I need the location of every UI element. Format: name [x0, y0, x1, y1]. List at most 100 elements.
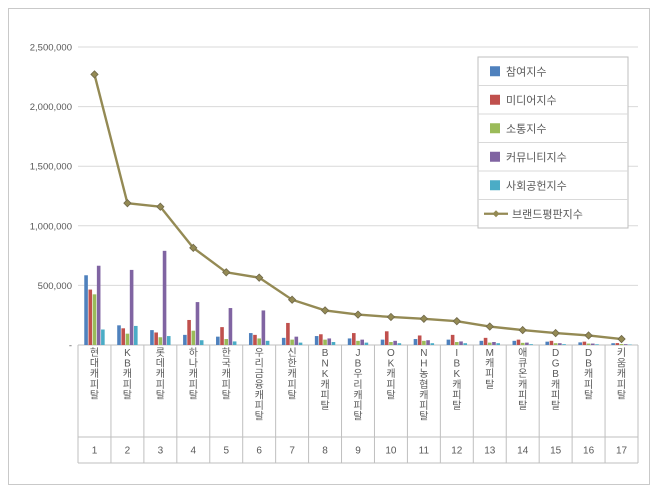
bar-소통지수-10: [389, 342, 393, 345]
bar-커뮤니티지수-14: [525, 342, 529, 345]
bar-소통지수-15: [553, 343, 558, 345]
bar-미디어지수-5: [220, 327, 224, 345]
bar-커뮤니티지수-11: [426, 340, 430, 345]
bar-소통지수-17: [619, 344, 624, 345]
bar-참여지수-8: [314, 336, 319, 345]
y-tick-label: 2,500,000: [30, 43, 72, 54]
bar-미디어지수-13: [483, 337, 488, 345]
bar-미디어지수-1: [88, 289, 93, 345]
bar-소통지수-13: [487, 342, 492, 345]
legend-swatch-소통지수: [490, 123, 500, 134]
line-marker: [386, 312, 396, 322]
rank-label: 2: [125, 446, 131, 457]
bar-소통지수-4: [191, 330, 196, 345]
line-marker: [353, 310, 363, 319]
bar-커뮤니티지수-5: [228, 308, 233, 345]
bar-사회공헌지수-10: [397, 343, 402, 345]
legend-label: 미디어지수: [506, 94, 557, 107]
rank-label: 3: [158, 446, 164, 457]
bar-소통지수-7: [290, 339, 294, 345]
line-marker: [287, 295, 297, 304]
bar-소통지수-1: [92, 294, 97, 345]
rank-label: 9: [355, 446, 361, 457]
bar-미디어지수-3: [154, 332, 158, 345]
rank-label: 13: [484, 446, 496, 457]
bar-참여지수-12: [446, 339, 451, 345]
y-tick-label: -: [69, 341, 72, 352]
line-marker: [255, 273, 264, 282]
line-marker: [518, 325, 527, 335]
rank-label: 7: [289, 446, 295, 457]
bar-참여지수-4: [183, 334, 187, 345]
bar-미디어지수-2: [121, 328, 126, 345]
bar-사회공헌지수-15: [562, 344, 566, 345]
bar-소통지수-6: [257, 338, 261, 345]
bar-미디어지수-11: [417, 335, 422, 345]
bar-참여지수-9: [347, 338, 352, 345]
legend-label: 브랜드평판지수: [512, 208, 583, 221]
bar-사회공헌지수-4: [199, 340, 204, 345]
bar-사회공헌지수-2: [134, 325, 138, 345]
legend-swatch-미디어지수: [490, 94, 500, 105]
bar-커뮤니티지수-7: [294, 336, 299, 345]
rank-label: 8: [322, 446, 328, 457]
rank-label: 12: [451, 446, 463, 457]
rank-label: 4: [191, 446, 197, 457]
bar-사회공헌지수-6: [265, 340, 270, 345]
line-marker: [90, 70, 99, 79]
legend-label: 사회공헌지수: [506, 179, 567, 192]
bar-소통지수-11: [422, 340, 426, 345]
line-marker: [419, 314, 429, 323]
y-tick-label: 1,000,000: [30, 221, 72, 232]
legend-label: 커뮤니티지수: [506, 151, 567, 164]
bar-사회공헌지수-9: [364, 342, 369, 345]
legend-swatch-참여지수: [490, 66, 500, 77]
bar-참여지수-14: [512, 340, 517, 345]
y-tick-label: 1,500,000: [30, 162, 72, 173]
bar-참여지수-15: [545, 341, 550, 345]
bar-커뮤니티지수-12: [459, 341, 463, 345]
bar-커뮤니티지수-10: [393, 340, 397, 345]
bar-미디어지수-14: [516, 339, 521, 345]
bar-사회공헌지수-8: [331, 342, 336, 345]
rank-label: 17: [616, 446, 628, 457]
line-marker: [551, 328, 560, 338]
bar-참여지수-7: [281, 337, 286, 345]
bar-사회공헌지수-3: [166, 336, 171, 345]
bar-참여지수-16: [578, 342, 582, 345]
bar-미디어지수-8: [319, 334, 323, 345]
bar-소통지수-3: [158, 337, 163, 345]
bar-커뮤니티지수-2: [129, 269, 134, 345]
bar-소통지수-14: [520, 342, 525, 345]
bar-미디어지수-10: [384, 331, 389, 345]
line-marker: [320, 306, 330, 315]
bar-사회공헌지수-14: [529, 344, 533, 345]
rank-label: 1: [92, 446, 98, 457]
bar-커뮤니티지수-1: [96, 265, 101, 345]
line-marker: [485, 322, 494, 331]
bar-커뮤니티지수-13: [492, 342, 496, 345]
bar-소통지수-12: [455, 342, 459, 345]
bar-사회공헌지수-13: [496, 343, 500, 345]
bar-참여지수-5: [216, 336, 220, 345]
line-marker: [617, 334, 626, 344]
legend-swatch-사회공헌지수: [490, 180, 500, 191]
bar-참여지수-2: [117, 325, 121, 345]
rank-label: 14: [517, 446, 529, 457]
bar-참여지수-10: [380, 339, 385, 345]
bar-미디어지수-7: [286, 322, 290, 345]
bar-미디어지수-9: [352, 333, 356, 345]
bar-커뮤니티지수-6: [261, 310, 266, 345]
bar-사회공헌지수-5: [232, 341, 237, 345]
